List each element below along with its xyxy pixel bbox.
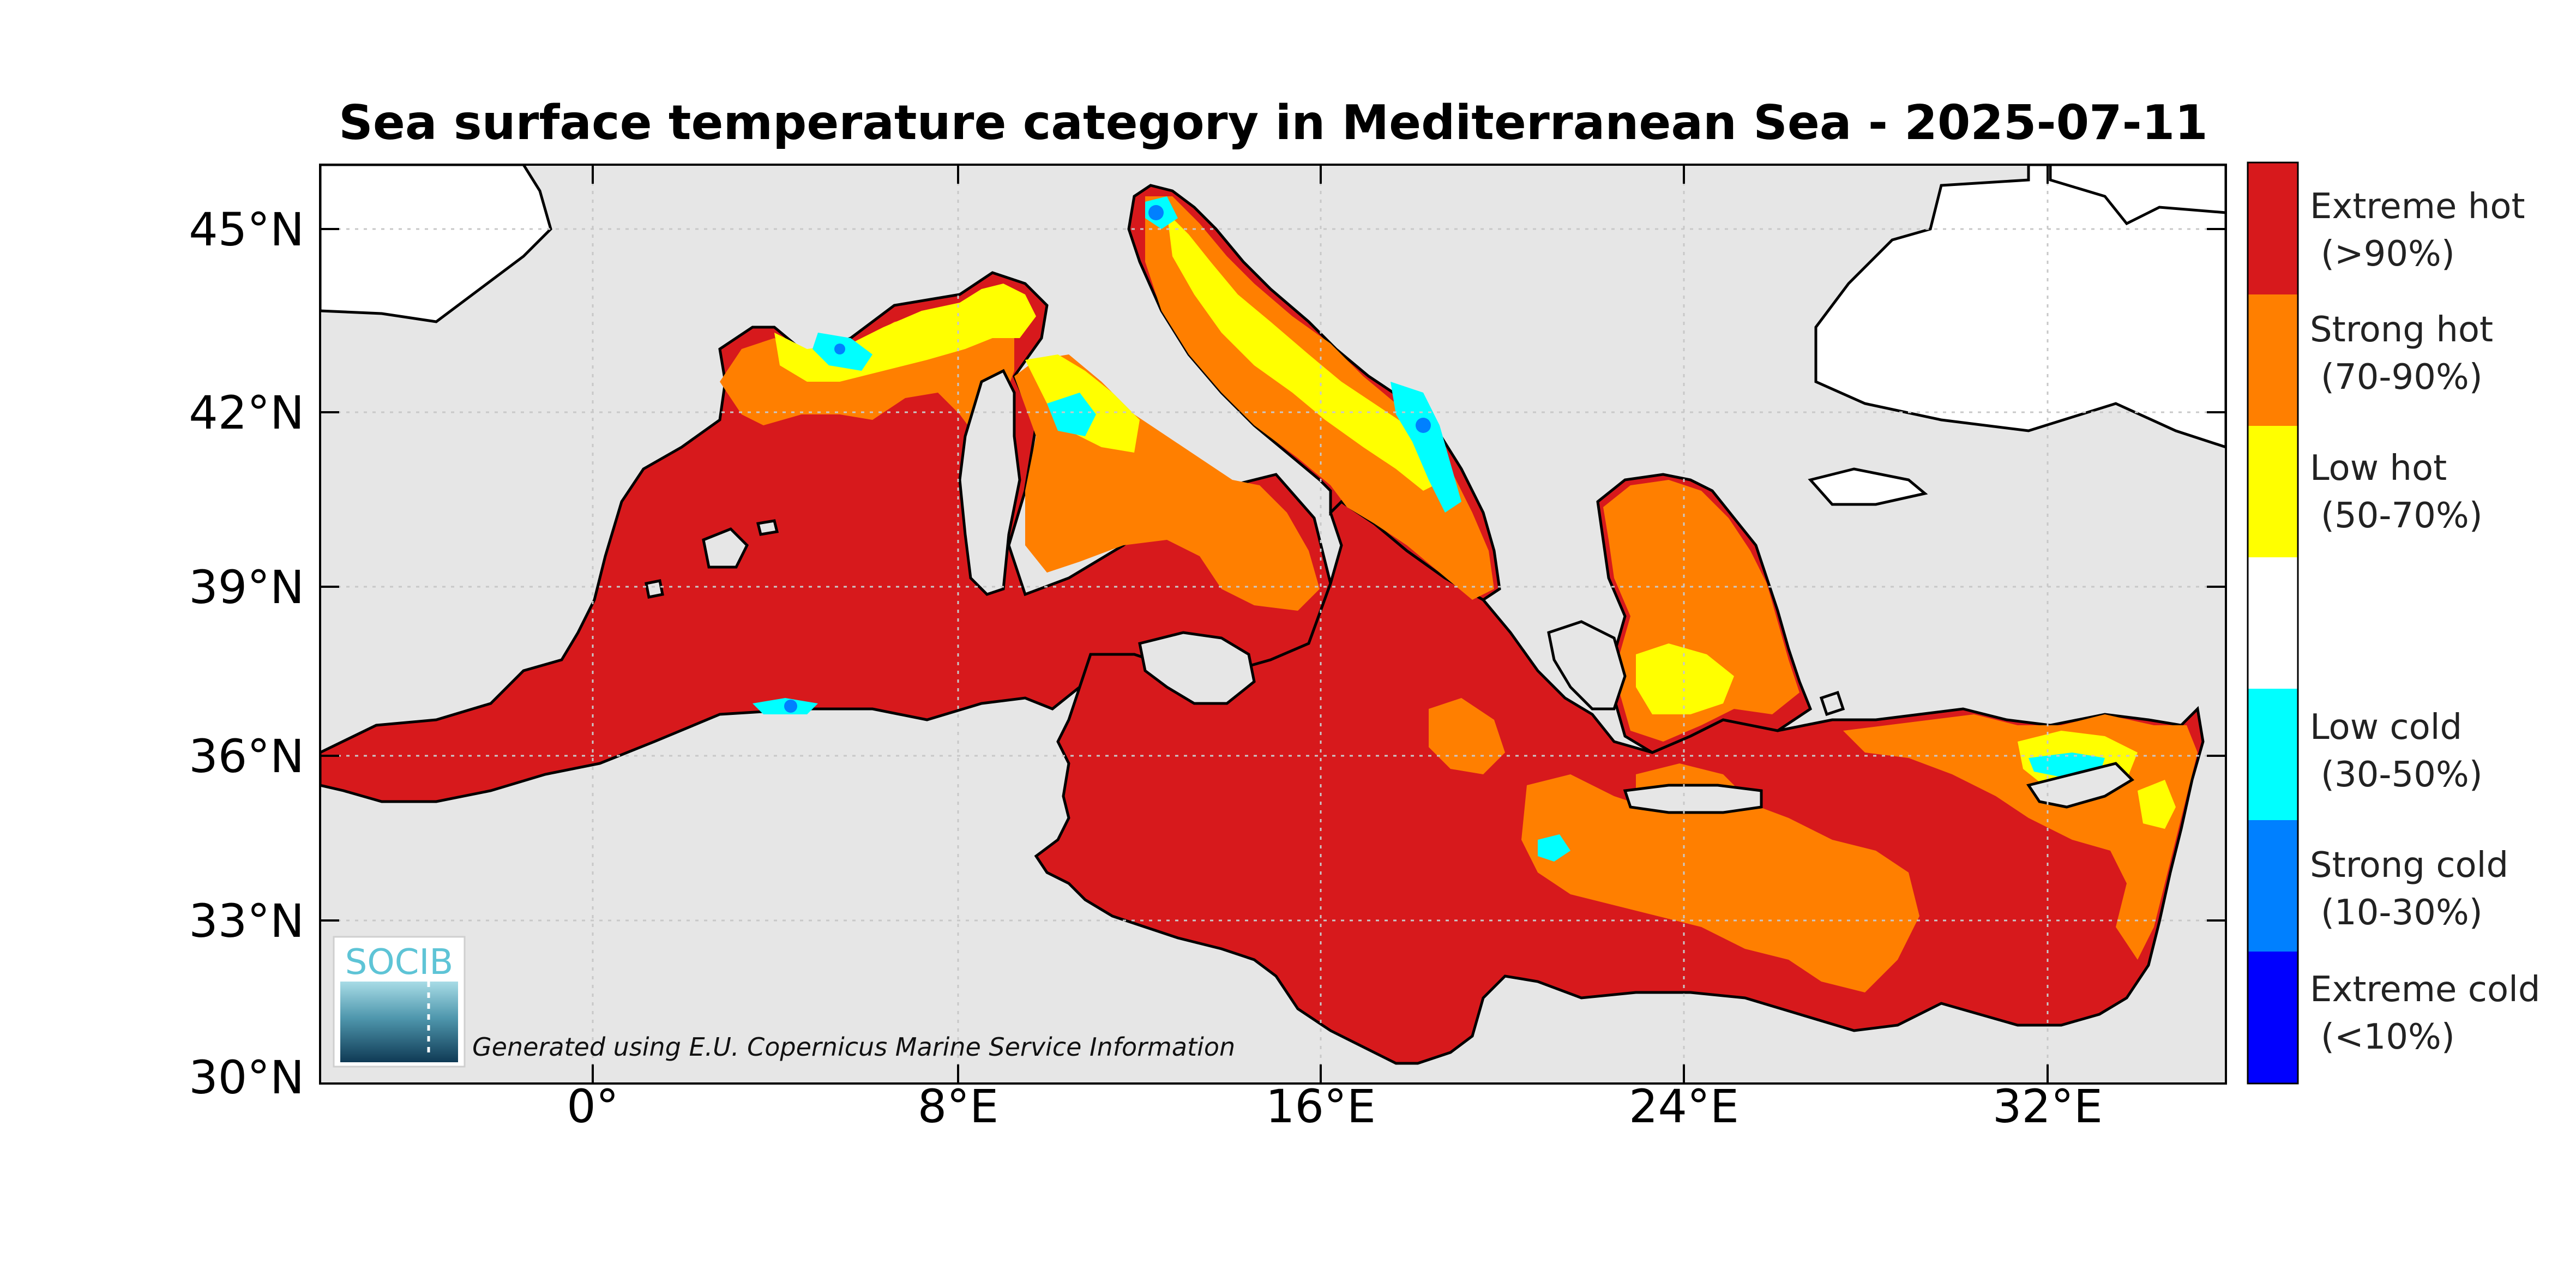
balearic-mallorca [702, 527, 749, 569]
map-frame [319, 164, 2227, 1085]
cyan-adriatic-2 [1391, 382, 1461, 513]
rhodes [1819, 690, 1845, 717]
blue-dot-adriatic-south [1416, 418, 1431, 433]
yellow-aegean-south [1636, 643, 1734, 714]
y-tick-label: 36°N [189, 730, 304, 783]
colorbar-frame [2247, 161, 2299, 1085]
x-axis-labels: 0° 8°E 16°E 24°E 32°E [567, 1080, 2103, 1133]
x-tick-label: 32°E [1993, 1080, 2103, 1133]
colorbar [2247, 161, 2299, 1085]
x-tick-label: 24°E [1629, 1080, 1739, 1133]
colorbar-swatch-strong-cold [2248, 820, 2298, 952]
blue-dot-ligurian [834, 344, 845, 354]
x-tick-label: 0° [567, 1080, 618, 1133]
orange-libya-egypt [1521, 774, 1919, 992]
legend-label: (50-70%) [2321, 496, 2483, 536]
crimea-region [2049, 165, 2226, 226]
legend-label: (70-90%) [2321, 357, 2483, 398]
sea-low-cold-layer [753, 196, 2105, 862]
atlantic-region [320, 165, 552, 323]
sea-strong-cold-layer [784, 205, 1431, 713]
colorbar-swatch-low-hot [2248, 426, 2298, 557]
crete [1623, 784, 1763, 814]
islands-layer [645, 369, 2135, 814]
socib-logo: SOCIB [333, 936, 466, 1068]
tick-marks [320, 165, 2226, 1084]
legend-label: (30-50%) [2321, 755, 2483, 795]
gridlines [320, 165, 2226, 1084]
legend-label: Low hot [2310, 448, 2447, 489]
colorbar-labels: Extreme hot (>90%) Strong hot (70-90%) L… [2310, 186, 2541, 1057]
y-tick-label: 30°N [189, 1051, 304, 1104]
yellow-adriatic-coast [1167, 213, 1445, 491]
legend-label: Extreme cold [2310, 970, 2541, 1010]
blue-dot-adriatic [1148, 205, 1164, 220]
yellow-levant-coast [2138, 780, 2176, 829]
map-title: Sea surface temperature category in Medi… [339, 95, 2208, 151]
corsica-sardinia [958, 369, 1021, 596]
x-tick-label: 8°E [918, 1080, 999, 1133]
cyan-crete-patch [1538, 834, 1570, 862]
x-tick-label: 16°E [1266, 1080, 1376, 1133]
colorbar-swatch-low-cold [2248, 689, 2298, 820]
legend-label: Strong cold [2310, 845, 2508, 886]
legend-label: (>90%) [2321, 234, 2455, 274]
colorbar-swatch-strong-hot [2248, 294, 2298, 426]
legend-label: Strong hot [2310, 310, 2493, 350]
colorbar-swatch-extreme-hot [2248, 162, 2298, 294]
cyan-ligurian [1047, 393, 1096, 436]
cyprus [2026, 762, 2135, 809]
sicily [1138, 631, 1256, 705]
y-tick-label: 33°N [189, 894, 304, 948]
balearic-minorca [756, 519, 779, 536]
balearic-ibiza [645, 579, 664, 599]
colorbar-swatch-extreme-cold [2248, 952, 2298, 1084]
socib-logo-text: SOCIB [345, 942, 453, 983]
y-axis-labels: 45°N 42°N 39°N 36°N 33°N 30°N [189, 203, 304, 1104]
y-tick-label: 42°N [189, 386, 304, 440]
legend-label: Extreme hot [2310, 186, 2525, 227]
copernicus-credit: Generated using E.U. Copernicus Marine S… [472, 1032, 1235, 1062]
map-panel [320, 165, 2226, 1084]
legend-label: (10-30%) [2321, 893, 2483, 933]
y-tick-label: 45°N [189, 203, 304, 256]
legend-label: Low cold [2310, 707, 2462, 748]
peloponnese [1547, 620, 1627, 711]
colorbar-swatch-blank [2248, 557, 2298, 689]
y-tick-label: 39°N [189, 561, 304, 614]
marmara-region [1808, 467, 1928, 506]
black-sea-region [1814, 165, 2226, 449]
legend-label: (<10%) [2321, 1017, 2455, 1057]
blue-dot-alboran [784, 700, 797, 713]
